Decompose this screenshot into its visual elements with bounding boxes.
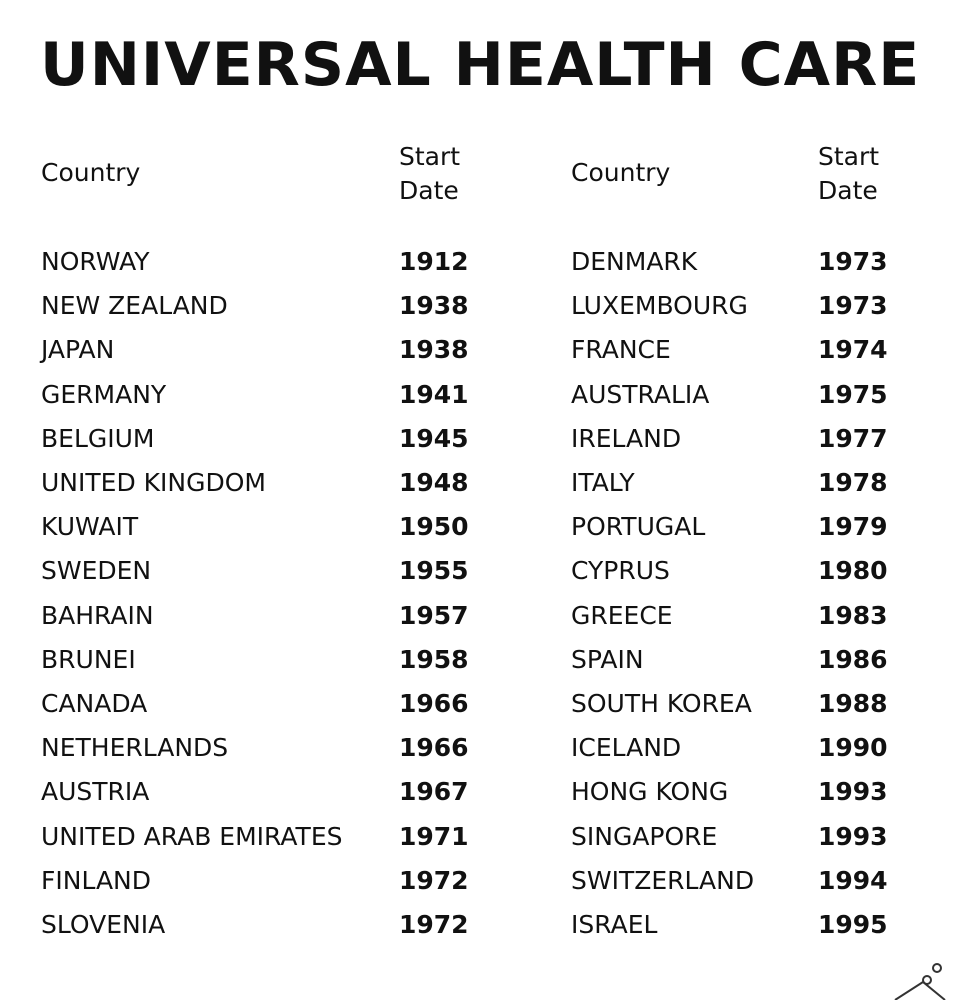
country: ISRAEL (571, 910, 658, 939)
country: SOUTH KOREA (571, 689, 752, 718)
country: IRELAND (571, 423, 682, 453)
start-year: 1983 (818, 600, 888, 630)
country: UNITED KINGDOM (41, 468, 266, 497)
country: AUSTRALIA (571, 379, 710, 409)
header-country: Country (41, 158, 141, 187)
start-year: 1966 (399, 733, 469, 763)
start-year: 1945 (399, 423, 469, 453)
country: SWEDEN (41, 556, 152, 586)
start-year: 1950 (399, 512, 469, 542)
start-year: 1977 (818, 423, 888, 453)
country: ICELAND (571, 733, 682, 763)
country: GREECE (571, 600, 673, 630)
country: JAPAN (41, 335, 115, 365)
country: NEW ZEALAND (41, 291, 228, 321)
start-year: 1973 (818, 291, 888, 321)
country: FRANCE (571, 335, 671, 365)
start-year: 1948 (399, 468, 469, 497)
start-year: 1978 (818, 468, 888, 497)
country: GERMANY (41, 379, 167, 409)
start-year: 1980 (818, 556, 888, 586)
header-date: Start Date (399, 142, 461, 205)
start-year: 1995 (818, 910, 888, 939)
title: UNIVERSAL HEALTH CARE (40, 30, 921, 100)
country: BAHRAIN (41, 600, 154, 630)
country: BELGIUM (41, 423, 155, 453)
country: SPAIN (571, 644, 644, 674)
country: SINGAPORE (571, 821, 718, 851)
start-year: 1966 (399, 689, 469, 718)
country: BRUNEI (41, 644, 136, 674)
start-year: 1972 (399, 865, 469, 895)
start-year: 1912 (399, 247, 469, 276)
country: ITALY (571, 468, 635, 497)
start-year: 1986 (818, 644, 888, 674)
country: NORWAY (41, 247, 150, 276)
country: CYPRUS (571, 556, 670, 586)
start-year: 1958 (399, 644, 469, 674)
country: DENMARK (571, 247, 698, 276)
start-year: 1988 (818, 689, 888, 718)
country: LUXEMBOURG (571, 291, 748, 321)
header-country: Country (571, 158, 671, 187)
start-year: 1990 (818, 733, 888, 763)
start-year: 1938 (399, 291, 469, 321)
country: SLOVENIA (41, 910, 166, 939)
country: SWITZERLAND (571, 865, 755, 895)
start-year: 1979 (818, 512, 888, 542)
start-year: 1993 (818, 821, 888, 851)
country: KUWAIT (41, 512, 139, 542)
country: NETHERLANDS (41, 733, 229, 763)
start-year: 1975 (818, 379, 888, 409)
header-date: Start Date (818, 142, 880, 205)
start-year: 1973 (818, 247, 888, 276)
start-year: 1994 (818, 865, 888, 895)
start-year: 1938 (399, 335, 469, 365)
country: AUSTRIA (41, 777, 150, 807)
country: UNITED ARAB EMIRATES (41, 821, 343, 851)
country: CANADA (41, 689, 148, 718)
start-year: 1972 (399, 910, 469, 939)
start-year: 1955 (399, 556, 469, 586)
start-year: 1971 (399, 821, 469, 851)
country: FINLAND (41, 865, 152, 895)
start-year: 1993 (818, 777, 888, 807)
country: PORTUGAL (571, 512, 706, 542)
logo (894, 963, 946, 1000)
start-year: 1967 (399, 777, 469, 807)
start-year: 1957 (399, 600, 469, 630)
start-year: 1974 (818, 335, 888, 365)
start-year: 1941 (399, 379, 469, 409)
country: HONG KONG (571, 777, 729, 807)
